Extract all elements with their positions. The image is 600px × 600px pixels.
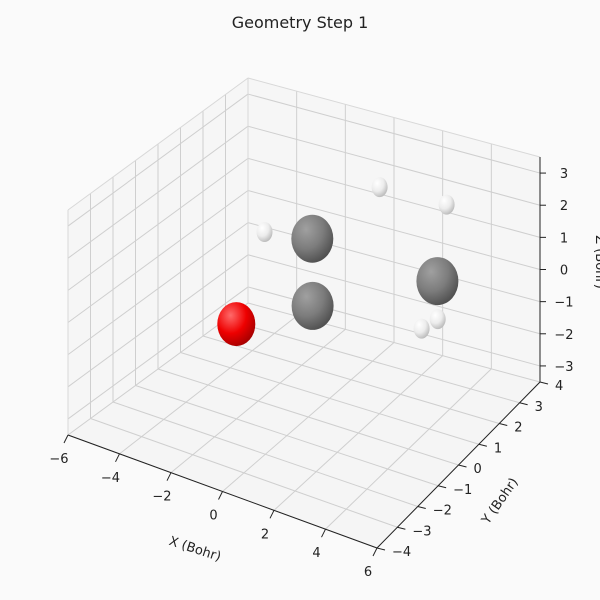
atom-C <box>291 281 334 330</box>
x-tick-label: −4 <box>101 471 120 486</box>
grid-line-z-back <box>247 254 541 335</box>
y-tick-mark <box>458 464 467 468</box>
atom-O <box>217 302 256 347</box>
y-tick-label: −3 <box>412 524 431 539</box>
z-tick-label: −1 <box>554 296 573 311</box>
y-tick-mark <box>539 381 549 385</box>
z-tick-label: 2 <box>560 199 568 214</box>
x-tick-mark <box>218 491 223 500</box>
x-tick-mark <box>63 434 69 444</box>
grid-line-z-left <box>67 93 249 227</box>
z-tick-label: 0 <box>560 264 568 279</box>
atom-markers <box>217 177 459 347</box>
grid-line-z-back <box>247 157 541 238</box>
grid-line-z-back <box>247 190 541 270</box>
grid-line-z-back <box>247 93 541 174</box>
x-tick-mark <box>269 510 275 519</box>
atom-H <box>438 194 455 215</box>
x-tick-label: 6 <box>364 565 372 580</box>
grid-line-y-floor <box>202 335 500 424</box>
atom-H <box>256 222 273 242</box>
pane-edge <box>67 77 249 211</box>
z-tick-label: 3 <box>560 167 568 182</box>
grid-line-y-floor <box>157 368 459 466</box>
atom-H <box>371 177 388 198</box>
y-tick-label: 1 <box>494 441 502 456</box>
z-axis-label: Z (Bohr) <box>592 235 600 289</box>
pane-floor <box>68 303 540 548</box>
grid-line-y-floor <box>225 319 520 404</box>
y-tick-mark <box>438 485 447 489</box>
y-tick-label: 3 <box>535 400 543 415</box>
atom-C <box>291 214 334 263</box>
x-tick-label: −6 <box>49 452 68 467</box>
y-tick-mark <box>417 506 426 509</box>
y-tick-label: 2 <box>514 421 522 436</box>
pane-edge <box>247 77 541 158</box>
y-tick-mark <box>519 402 528 406</box>
x-tick-label: 0 <box>209 509 217 524</box>
x-tick-label: 2 <box>261 527 269 542</box>
y-tick-label: −2 <box>433 504 452 519</box>
grid-line-y-floor <box>180 352 480 445</box>
grid-line-y-floor <box>112 401 418 507</box>
grid-line-z-back <box>247 125 541 206</box>
y-tick-label: −1 <box>453 483 472 498</box>
grid-line-z-left <box>67 157 249 291</box>
y-tick-mark <box>397 526 406 530</box>
grid-line-z-left <box>67 254 249 388</box>
atom-H <box>413 318 430 339</box>
x-tick-mark <box>166 472 172 481</box>
grid-line-y-floor <box>90 418 398 528</box>
y-tick-mark <box>376 547 386 551</box>
y-tick-label: 4 <box>555 379 563 394</box>
x-tick-mark <box>372 547 378 557</box>
y-axis-label: Y (Bohr) <box>479 475 522 528</box>
y-tick-mark <box>499 423 508 426</box>
z-tick-label: −3 <box>554 360 573 375</box>
x-tick-label: 4 <box>312 546 320 561</box>
grid-line-z-left <box>67 190 249 323</box>
atom-H <box>429 309 446 330</box>
x-tick-mark <box>115 453 120 463</box>
z-tick-label: 1 <box>560 231 568 246</box>
grid-line-z-left <box>67 125 249 259</box>
x-tick-mark <box>321 528 326 538</box>
z-tick-label: −2 <box>554 328 573 343</box>
grid-line-z-left <box>67 222 249 356</box>
grid-line-z-left <box>67 286 249 420</box>
x-axis-label: X (Bohr) <box>167 534 223 565</box>
y-tick-label: 0 <box>474 462 482 477</box>
y-tick-mark <box>478 443 487 447</box>
x-tick-label: −2 <box>152 490 171 505</box>
atom-C <box>416 257 459 306</box>
y-tick-label: −4 <box>392 545 411 560</box>
chart-title: Geometry Step 1 <box>232 13 369 32</box>
grid-line-y-floor <box>135 385 439 487</box>
